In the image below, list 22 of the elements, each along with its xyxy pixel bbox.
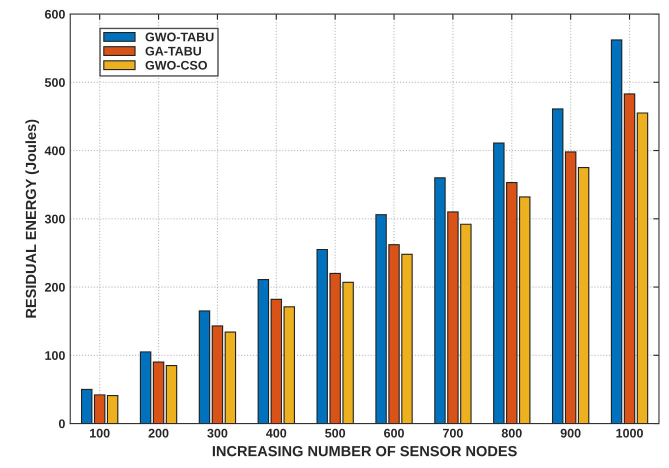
y-axis-title: RESIDUAL ENERGY (Joules) xyxy=(25,120,39,318)
x-tick-label: 800 xyxy=(502,428,522,438)
x-tick-label: 100 xyxy=(90,428,110,438)
x-tick-label: 200 xyxy=(148,428,168,438)
y-tick-label: 100 xyxy=(45,351,65,360)
y-tick-label: 500 xyxy=(44,78,65,87)
legend-label: GWO-CSO xyxy=(146,60,208,70)
x-tick-label: 700 xyxy=(443,428,463,438)
y-tick-label: 0 xyxy=(58,419,65,428)
y-tick-label: 400 xyxy=(44,146,65,156)
legend-label: GWO-TABU xyxy=(146,32,214,42)
y-tick-label: 600 xyxy=(44,10,65,19)
y-tick-label: 300 xyxy=(44,214,65,224)
x-tick-label: 900 xyxy=(560,428,581,438)
legend-label: GA-TABU xyxy=(146,46,201,56)
y-tick-label: 200 xyxy=(44,282,65,292)
x-tick-label: 600 xyxy=(384,428,404,438)
x-tick-label: 500 xyxy=(325,428,346,438)
x-axis-title: INCREASING NUMBER OF SENSOR NODES xyxy=(212,446,517,456)
x-tick-label: 400 xyxy=(266,428,286,438)
x-tick-label: 1000 xyxy=(616,428,643,438)
x-tick-label: 300 xyxy=(207,428,228,438)
